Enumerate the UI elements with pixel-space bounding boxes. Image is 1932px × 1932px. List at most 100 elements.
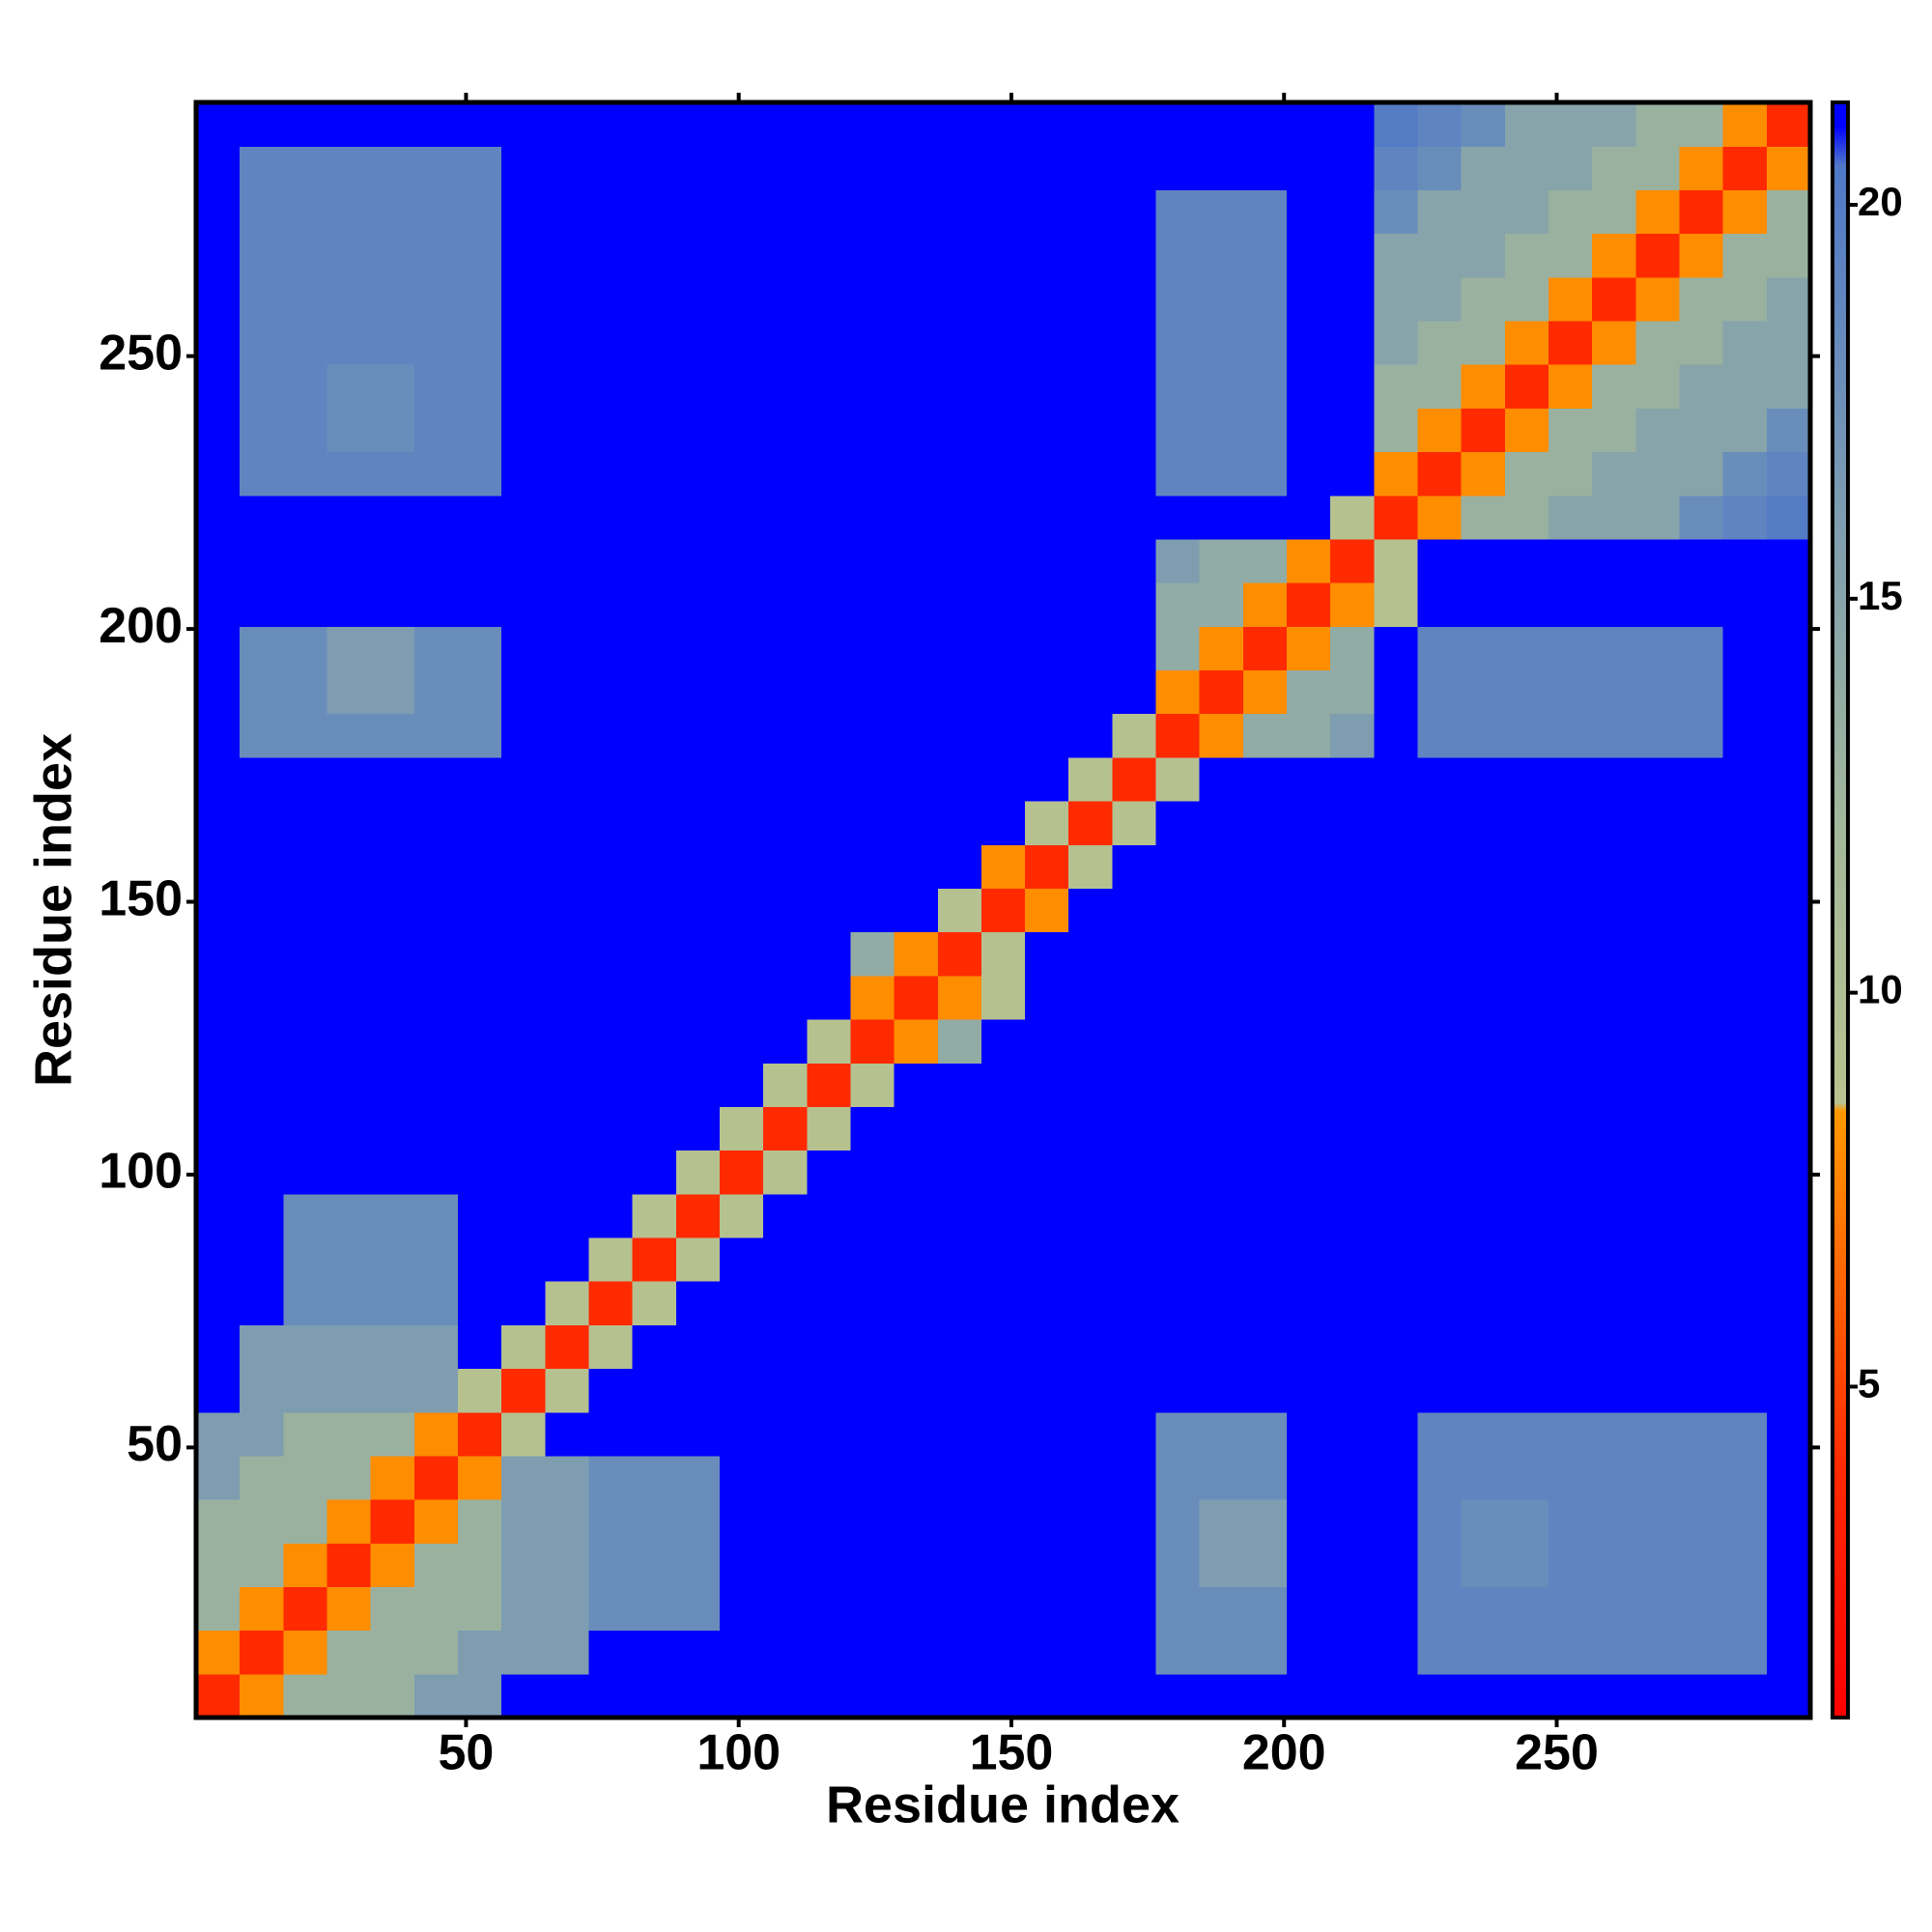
heatmap-cell bbox=[1199, 364, 1244, 409]
heatmap-cell bbox=[413, 1236, 459, 1282]
heatmap-cell bbox=[501, 626, 546, 671]
heatmap-cell bbox=[588, 189, 634, 235]
heatmap-cell bbox=[1112, 146, 1157, 190]
heatmap-cell bbox=[501, 1150, 546, 1195]
heatmap-cell bbox=[1199, 102, 1244, 147]
heatmap-cell bbox=[1112, 1673, 1157, 1719]
heatmap-cell bbox=[327, 538, 372, 583]
heatmap-cell bbox=[675, 801, 721, 845]
heatmap-cell bbox=[413, 975, 459, 1020]
heatmap-cell bbox=[457, 276, 502, 322]
heatmap-cell bbox=[1155, 408, 1201, 453]
heatmap-cell bbox=[1242, 102, 1288, 147]
heatmap-cell bbox=[1025, 713, 1069, 758]
heatmap-cell bbox=[1374, 1411, 1419, 1457]
heatmap-cell bbox=[763, 975, 808, 1020]
heatmap-cell bbox=[327, 626, 372, 671]
heatmap-cell bbox=[1242, 713, 1288, 758]
heatmap-cell bbox=[894, 233, 939, 278]
heatmap-cell bbox=[675, 1324, 721, 1370]
heatmap-cell bbox=[1287, 408, 1331, 453]
heatmap-cell bbox=[240, 1236, 284, 1282]
heatmap-cell bbox=[457, 408, 502, 453]
heatmap-cell bbox=[1287, 233, 1331, 278]
heatmap-cell bbox=[1287, 1411, 1331, 1457]
heatmap-cell bbox=[1199, 1586, 1244, 1632]
heatmap-cell bbox=[413, 146, 459, 190]
heatmap-cell bbox=[1025, 1586, 1069, 1632]
heatmap-cell bbox=[632, 888, 677, 933]
heatmap-cell bbox=[283, 189, 328, 235]
heatmap-cell bbox=[1242, 1455, 1288, 1500]
heatmap-cell bbox=[588, 233, 634, 278]
heatmap-cell bbox=[327, 1543, 372, 1588]
heatmap-cell bbox=[1635, 1586, 1681, 1632]
heatmap-cell bbox=[894, 669, 939, 715]
heatmap-cell bbox=[1722, 276, 1768, 322]
heatmap-cell bbox=[545, 1063, 590, 1107]
heatmap-cell bbox=[1635, 102, 1681, 147]
heatmap-cell bbox=[457, 1018, 502, 1064]
heatmap-cell bbox=[1287, 276, 1331, 322]
heatmap-cell bbox=[850, 1281, 895, 1325]
heatmap-cell bbox=[894, 364, 939, 409]
heatmap-cell bbox=[1068, 888, 1114, 933]
heatmap-cell bbox=[1025, 1236, 1069, 1282]
heatmap-cell bbox=[240, 233, 284, 278]
heatmap-cell bbox=[1548, 756, 1593, 802]
heatmap-cell bbox=[1548, 320, 1593, 365]
heatmap-cell bbox=[675, 102, 721, 147]
heatmap-cell bbox=[1330, 451, 1375, 497]
heatmap-cell bbox=[1112, 1018, 1157, 1064]
heatmap-cell bbox=[1461, 451, 1506, 497]
heatmap-cell bbox=[1374, 1368, 1419, 1413]
heatmap-cell bbox=[283, 844, 328, 890]
heatmap-cell bbox=[632, 233, 677, 278]
heatmap-cell bbox=[1766, 189, 1811, 235]
heatmap-cell bbox=[850, 975, 895, 1020]
heatmap-cell bbox=[1504, 102, 1549, 147]
heatmap-cell bbox=[1592, 975, 1636, 1020]
heatmap-cell bbox=[1548, 1411, 1593, 1457]
heatmap-cell bbox=[240, 189, 284, 235]
heatmap-cell bbox=[937, 364, 982, 409]
heatmap-cell bbox=[545, 364, 590, 409]
heatmap-cell bbox=[937, 1150, 982, 1195]
heatmap-cell bbox=[413, 276, 459, 322]
heatmap-cell bbox=[1766, 102, 1811, 147]
heatmap-cell bbox=[850, 408, 895, 453]
heatmap-cell bbox=[894, 1630, 939, 1675]
heatmap-cell bbox=[1374, 801, 1419, 845]
heatmap-cell bbox=[1242, 495, 1288, 540]
heatmap-cell bbox=[1242, 756, 1288, 802]
heatmap-cell bbox=[1679, 1236, 1724, 1282]
heatmap-cell bbox=[1548, 1236, 1593, 1282]
heatmap-cell bbox=[850, 1106, 895, 1151]
heatmap-cell bbox=[1461, 756, 1506, 802]
heatmap-cell bbox=[413, 364, 459, 409]
heatmap-cell bbox=[1112, 495, 1157, 540]
heatmap-cell bbox=[457, 844, 502, 890]
heatmap-cell bbox=[1155, 233, 1201, 278]
heatmap-cell bbox=[1068, 189, 1114, 235]
heatmap-cell bbox=[501, 756, 546, 802]
heatmap-cell bbox=[501, 1193, 546, 1238]
heatmap-cell bbox=[1766, 320, 1811, 365]
heatmap-cell bbox=[1548, 1018, 1593, 1064]
heatmap-cell bbox=[457, 1455, 502, 1500]
heatmap-cell bbox=[283, 931, 328, 977]
y-tick-label: 250 bbox=[99, 325, 183, 381]
heatmap-cell bbox=[1417, 451, 1463, 497]
heatmap-cell bbox=[545, 189, 590, 235]
heatmap-cell bbox=[370, 1193, 415, 1238]
heatmap-cell bbox=[1548, 276, 1593, 322]
heatmap-cell bbox=[719, 364, 764, 409]
heatmap-cell bbox=[1417, 408, 1463, 453]
heatmap-cell bbox=[327, 888, 372, 933]
heatmap-cell bbox=[1504, 1411, 1549, 1457]
heatmap-cell bbox=[675, 146, 721, 190]
heatmap-cell bbox=[1242, 888, 1288, 933]
heatmap-cell bbox=[501, 1455, 546, 1500]
heatmap-cell bbox=[1504, 408, 1549, 453]
heatmap-cell bbox=[327, 276, 372, 322]
